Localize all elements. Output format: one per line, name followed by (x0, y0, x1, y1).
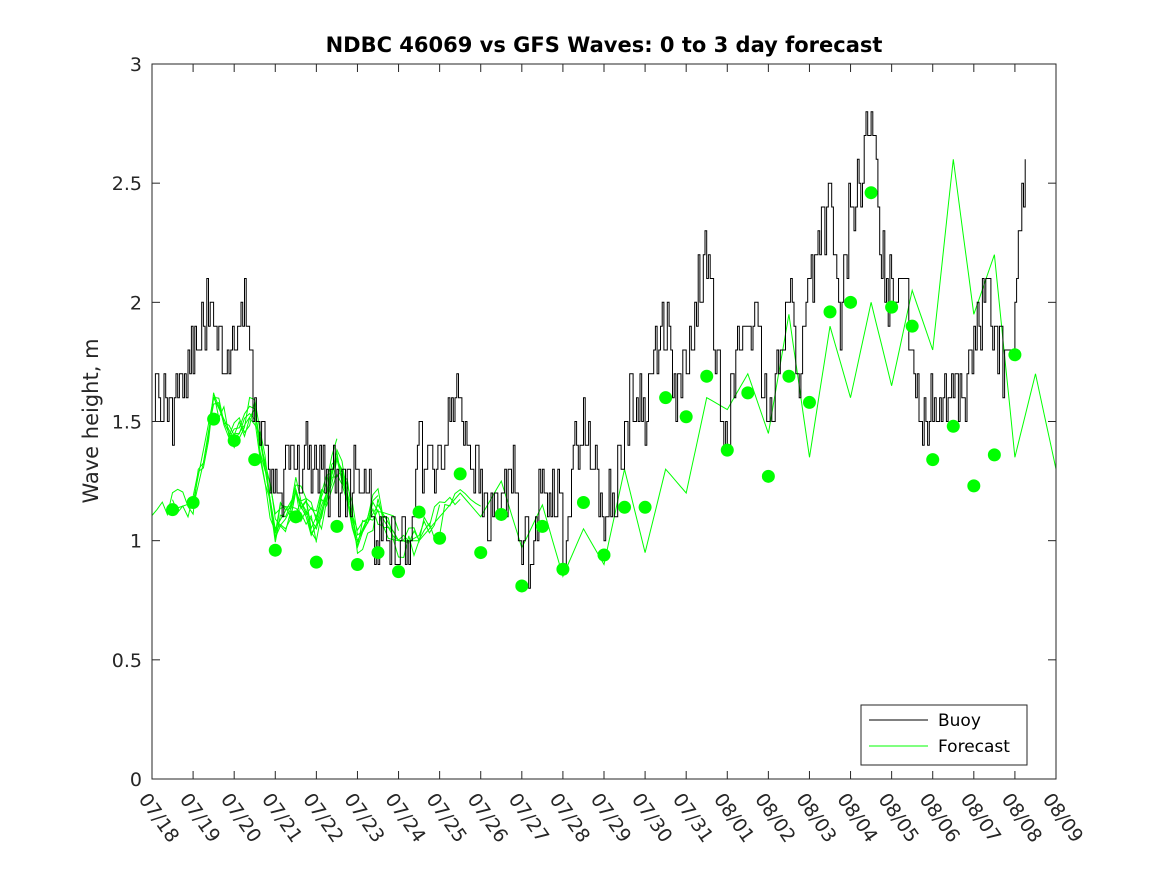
forecast-marker (802, 395, 816, 409)
legend-forecast-label: Forecast (938, 737, 1010, 757)
forecast-marker (576, 496, 590, 510)
buoy-series-group (152, 111, 1026, 589)
y-tick-label: 2.5 (112, 173, 142, 195)
forecast-marker (330, 519, 344, 533)
forecast-marker (905, 319, 919, 333)
forecast-line (151, 401, 317, 543)
forecast-marker (494, 507, 508, 521)
y-ticks-group: 0 0.5 1 1.5 2 2.5 3 (112, 54, 1056, 791)
y-tick-label: 0.5 (112, 650, 142, 672)
forecast-line (295, 448, 461, 550)
forecast-marker (720, 443, 734, 457)
forecast-marker (556, 562, 570, 576)
forecast-marker (659, 391, 673, 405)
forecast-marker (597, 548, 611, 562)
legend: Buoy Forecast (860, 704, 1028, 766)
forecast-marker (535, 519, 549, 533)
forecast-marker (433, 531, 447, 545)
forecast-marker (1008, 348, 1022, 362)
forecast-marker (967, 479, 981, 493)
forecast-marker (926, 453, 940, 467)
buoy-line (152, 111, 1026, 589)
forecast-marker (515, 579, 529, 593)
forecast-marker (412, 505, 426, 519)
forecast-marker (864, 186, 878, 200)
y-tick-label: 1 (130, 531, 142, 553)
forecast-marker (700, 369, 714, 383)
forecast-marker (618, 500, 632, 514)
forecast-marker (741, 386, 755, 400)
y-tick-label: 1.5 (112, 412, 142, 434)
forecast-marker (350, 558, 364, 571)
chart-title: NDBC 46069 vs GFS Waves: 0 to 3 day fore… (326, 33, 883, 57)
forecast-marker (248, 453, 262, 467)
forecast-marker (166, 503, 180, 517)
forecast-markers-group (166, 186, 1022, 593)
forecast-marker (987, 448, 1001, 462)
forecast-marker (474, 546, 488, 560)
forecast-marker (946, 419, 960, 433)
y-axis-label: Wave height, m (79, 338, 103, 503)
y-tick-label: 2 (130, 292, 142, 314)
y-tick-label: 3 (130, 54, 142, 76)
forecast-marker (309, 555, 323, 569)
forecast-marker (638, 500, 652, 514)
forecast-marker (268, 543, 282, 557)
legend-box (860, 704, 1028, 766)
forecast-marker (453, 467, 467, 481)
forecast-marker (186, 496, 200, 510)
forecast-marker (227, 434, 241, 448)
forecast-marker (885, 300, 899, 314)
legend-buoy-label: Buoy (938, 711, 981, 731)
forecast-marker (782, 369, 796, 383)
forecast-marker (392, 565, 406, 579)
forecast-marker (289, 510, 303, 524)
y-tick-label: 0 (130, 769, 142, 791)
forecast-marker (844, 295, 858, 309)
forecast-marker (823, 305, 837, 319)
forecast-marker (679, 410, 693, 424)
forecast-marker (761, 469, 775, 483)
forecast-marker (207, 412, 221, 426)
plot-area (152, 64, 1056, 779)
forecast-marker (371, 546, 385, 560)
